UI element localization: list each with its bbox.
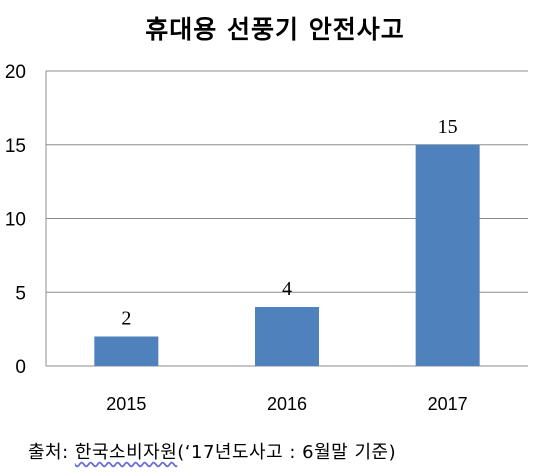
source-prefix: 출처: <box>28 442 75 463</box>
y-tick-label: 15 <box>5 136 26 157</box>
data-label-2015: 2 <box>121 308 131 330</box>
bar-2015 <box>94 336 159 366</box>
y-tick-label: 0 <box>15 357 26 378</box>
data-label-2016: 4 <box>282 278 292 300</box>
x-tick-label-2017: 2017 <box>428 394 468 414</box>
x-tick-label-2015: 2015 <box>106 394 146 414</box>
x-tick-label-2016: 2016 <box>267 394 307 414</box>
y-tick-label: 10 <box>5 210 26 231</box>
y-tick-label: 5 <box>15 283 26 304</box>
y-tick-label: 20 <box>5 62 26 83</box>
source-suffix: (‘17년도사고 : 6월말 기준) <box>177 442 397 463</box>
data-label-2017: 15 <box>438 116 458 138</box>
bar-2016 <box>255 307 319 366</box>
source-note: 출처: 한국소비자원(‘17년도사고 : 6월말 기준) <box>28 438 396 464</box>
bar-2017 <box>415 144 480 366</box>
source-org: 한국소비자원 <box>74 442 178 463</box>
chart-title: 휴대용 선풍기 안전사고 <box>145 15 405 44</box>
